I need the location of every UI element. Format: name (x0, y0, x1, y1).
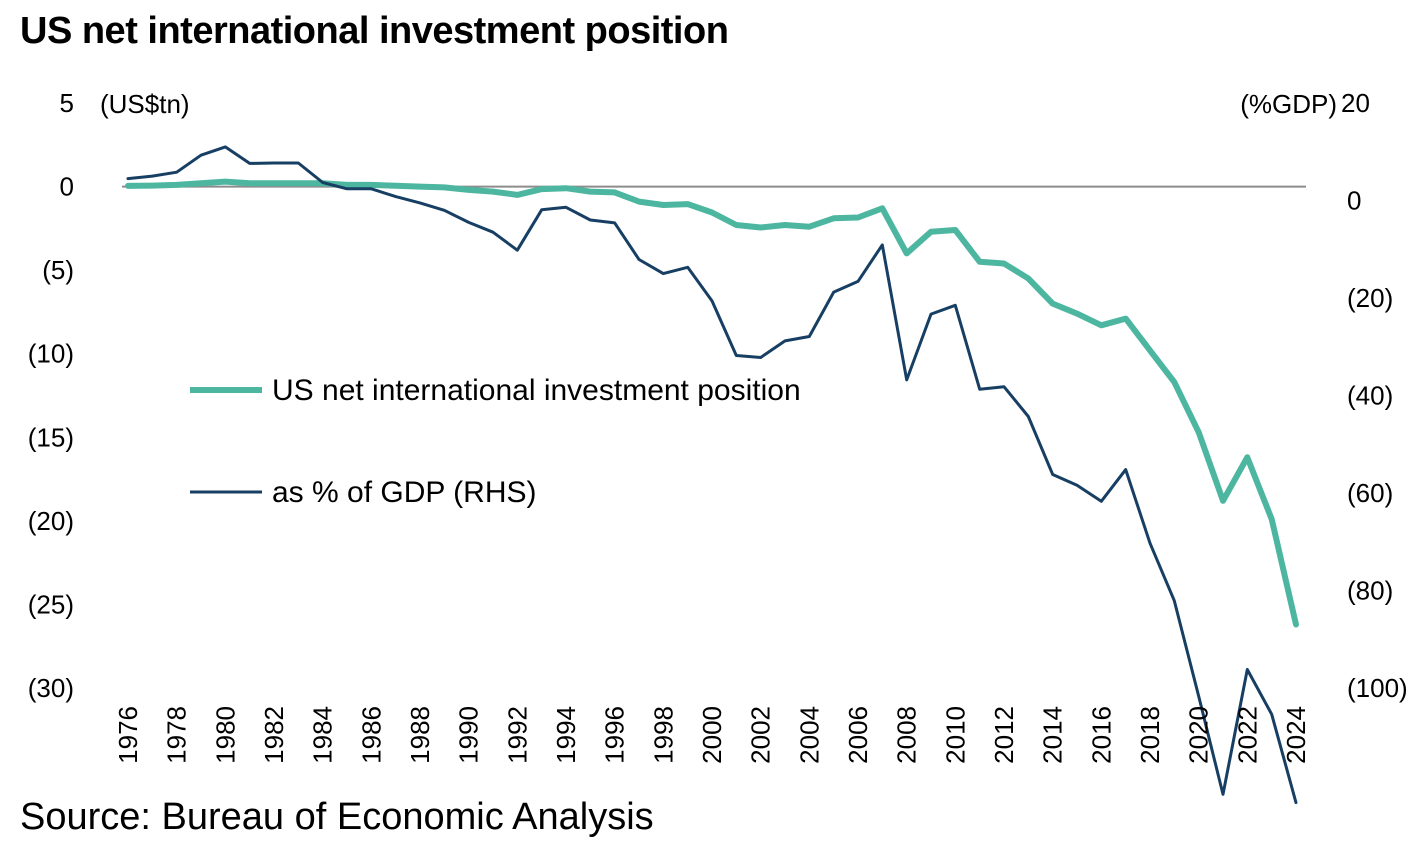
x-axis-tick-label: 2006 (843, 706, 873, 764)
left-axis-tick-label: (20) (28, 506, 74, 536)
x-axis-tick-label: 1986 (356, 706, 386, 764)
x-axis-tick-label: 2008 (892, 706, 922, 764)
legend-label-niip: US net international investment position (272, 374, 801, 407)
chart-source: Source: Bureau of Economic Analysis (20, 796, 654, 838)
series-line-pct-gdp (126, 145, 1298, 805)
x-axis-tick-label: 1994 (551, 706, 581, 764)
x-axis-tick-label: 2024 (1281, 706, 1311, 764)
x-axis-tick-label: 2000 (697, 706, 727, 764)
x-axis-tick-label: 2012 (989, 706, 1019, 764)
x-axis-tick-label: 1990 (454, 706, 484, 764)
chart-title: US net international investment position (20, 10, 729, 52)
left-axis-tick-label: 0 (60, 172, 74, 202)
x-axis-tick-label: 2004 (794, 706, 824, 764)
x-axis-tick-label: 1996 (600, 706, 630, 764)
x-axis-tick-label: 2010 (940, 706, 970, 764)
x-axis-tick-label: 1978 (162, 706, 192, 764)
right-axis-tick-label: (40) (1347, 381, 1393, 411)
left-axis-tick-label: (15) (28, 422, 74, 452)
axis-layer: (US$tn) (%GDP) 5 0 (5) (10) (15) (20) (25) (30)… (28, 88, 1408, 764)
legend-label-pct-gdp: as % of GDP (RHS) (272, 476, 537, 509)
right-axis-tick-label: 20 (1341, 88, 1370, 118)
x-axis-tick-label: 1988 (405, 706, 435, 764)
left-axis-tick-label: 5 (60, 88, 74, 118)
x-axis-tick-label: 2018 (1135, 706, 1165, 764)
left-axis-tick-label: (10) (28, 339, 74, 369)
left-axis-unit-label: (US$tn) (100, 89, 190, 119)
right-axis-tick-label: (80) (1347, 576, 1393, 606)
x-axis-tick-label: 2022 (1232, 706, 1262, 764)
x-axis-tick-label: 1976 (113, 706, 143, 764)
left-axis-tick-label: (5) (42, 255, 74, 285)
x-axis-tick-label: 1982 (259, 706, 289, 764)
right-axis-unit-label: (%GDP) (1240, 89, 1337, 119)
left-axis-tick-label: (30) (28, 673, 74, 703)
x-axis-tick-label: 2016 (1086, 706, 1116, 764)
x-axis-tick-label: 1992 (502, 706, 532, 764)
x-axis-tick-label: 1980 (210, 706, 240, 764)
right-axis-tick-label: 0 (1347, 186, 1361, 216)
left-axis-tick-label: (25) (28, 589, 74, 619)
x-axis-tick-label: 2014 (1038, 706, 1068, 764)
right-axis-tick-label: (20) (1347, 283, 1393, 313)
series-layer (125, 145, 1299, 805)
x-axis-tick-label: 2020 (1184, 706, 1214, 764)
right-axis-tick-label: (100) (1347, 673, 1408, 703)
x-axis-tick-label: 1998 (648, 706, 678, 764)
legend: US net international investment position… (190, 374, 801, 509)
x-axis-tick-label: 1984 (308, 706, 338, 764)
right-axis-tick-label: (60) (1347, 478, 1393, 508)
x-axis-tick-label: 2002 (746, 706, 776, 764)
